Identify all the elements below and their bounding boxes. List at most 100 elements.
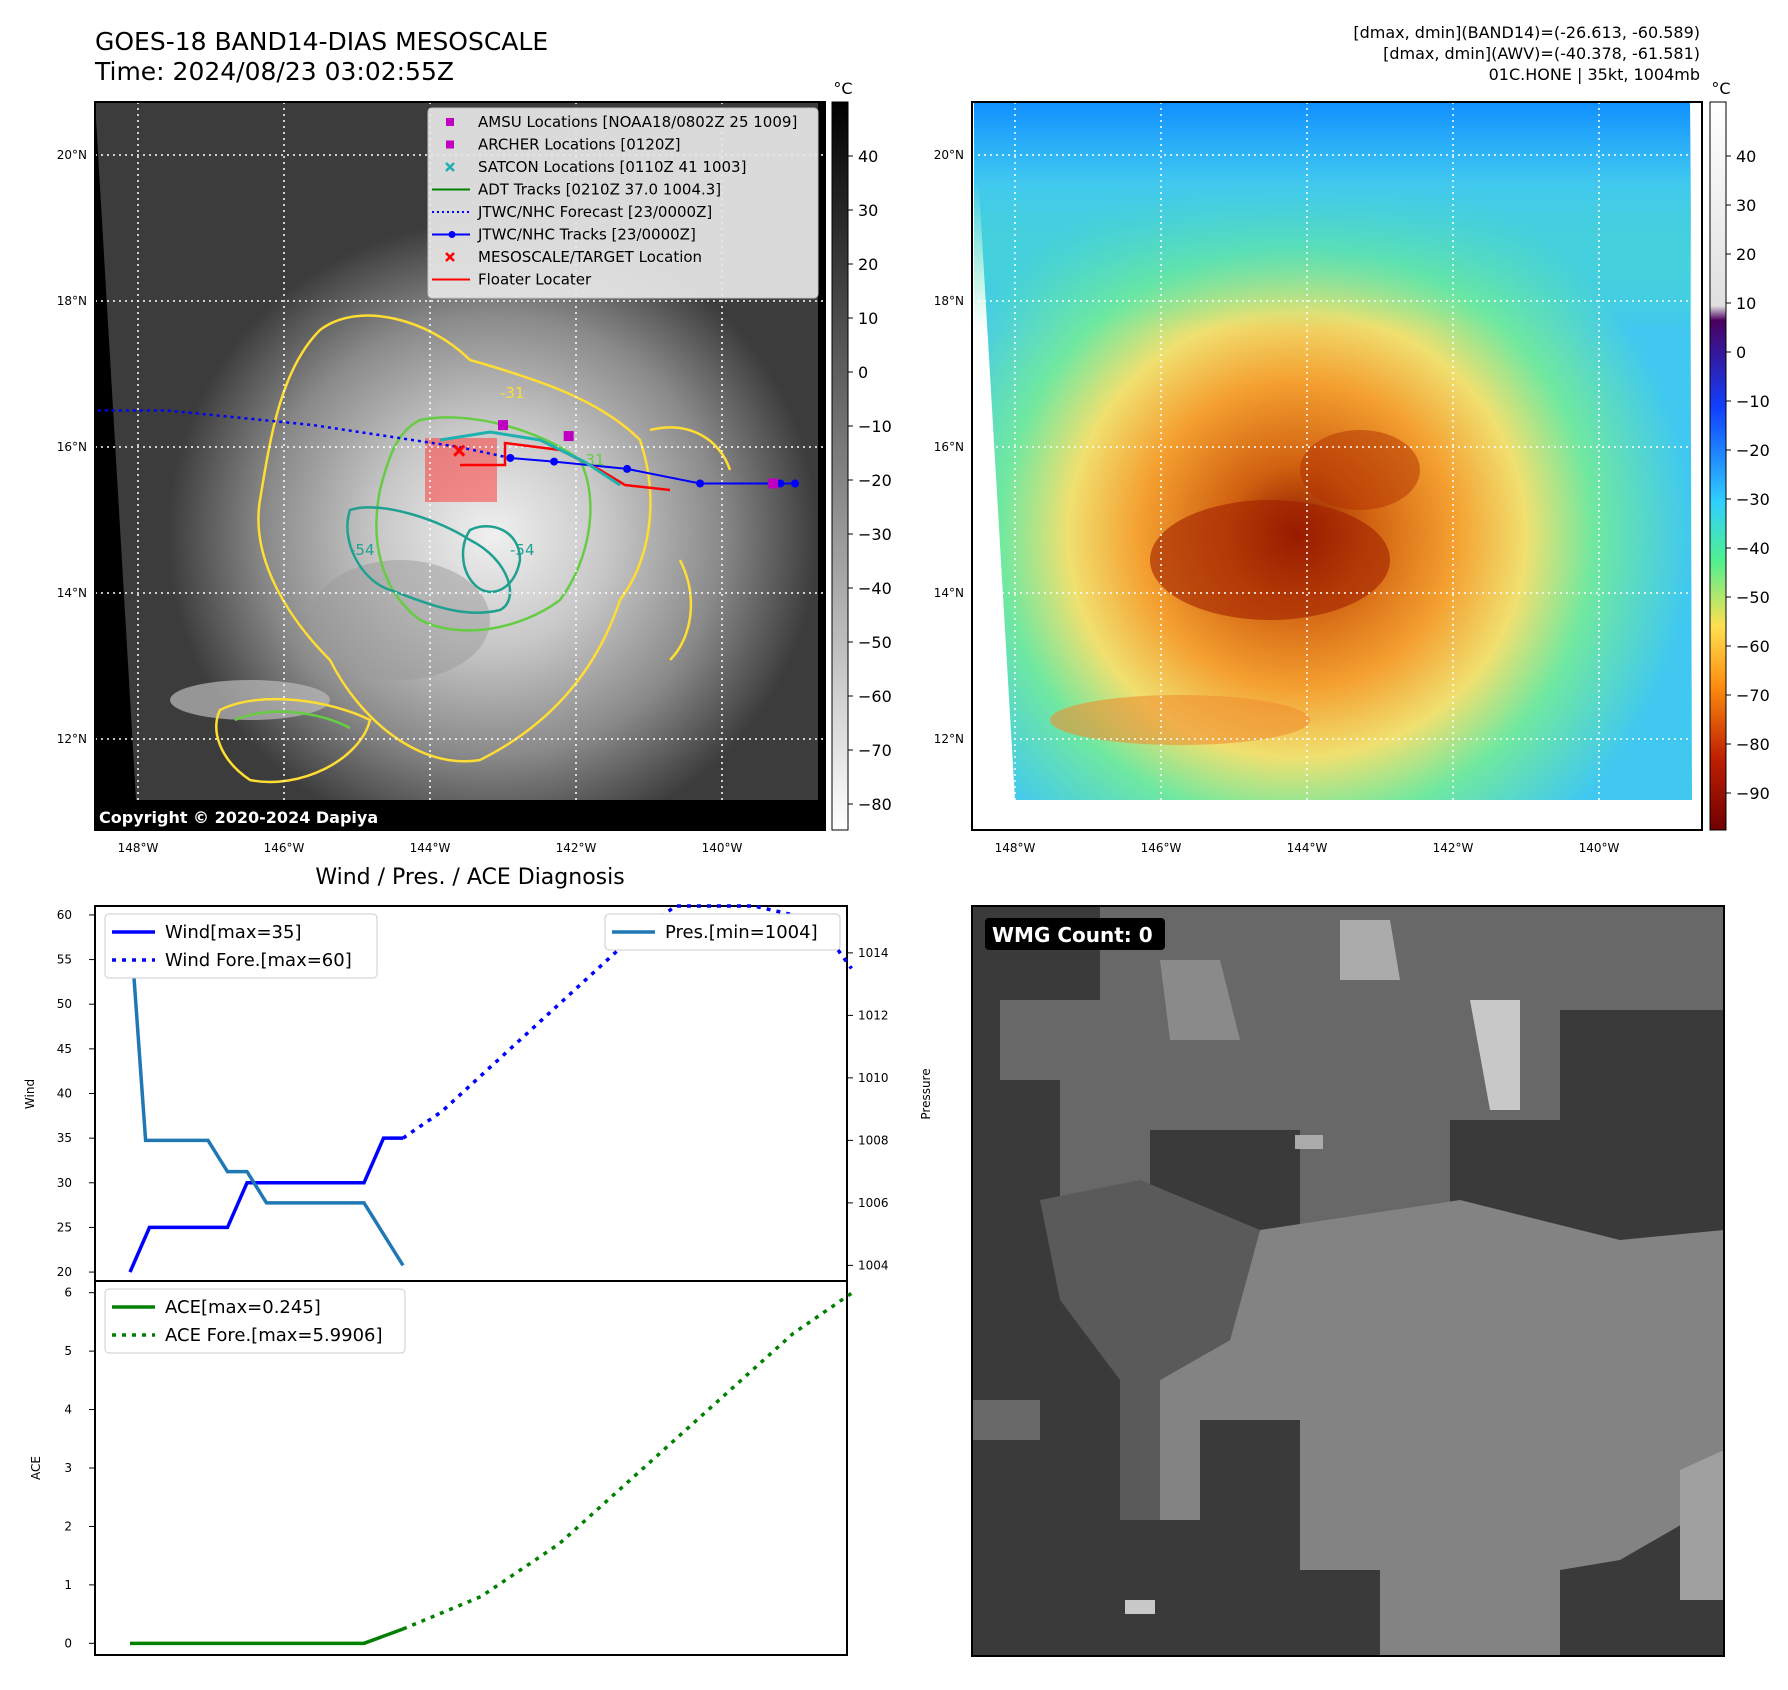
y-tick-label: 60 <box>57 908 72 922</box>
colorbar-tick-label: −40 <box>1736 539 1770 558</box>
contour-label: -54 <box>350 541 375 559</box>
colorbar-tick-label: −40 <box>858 579 892 598</box>
wind-axis-label: Wind <box>23 1079 37 1109</box>
lat-tick-label: 18°N <box>57 294 87 308</box>
y2-tick-label: 1004 <box>858 1258 889 1272</box>
colorbar-tick-label: −10 <box>858 417 892 436</box>
wmg-badge <box>985 918 1165 950</box>
colorbar-tick-label: 30 <box>858 201 878 220</box>
lat-tick-label: 14°N <box>934 586 964 600</box>
colorbar-tick-label: 0 <box>1736 343 1746 362</box>
jtwc-track-point <box>623 464 632 473</box>
lon-tick-label: 142°W <box>556 841 597 855</box>
lon-tick-label: 146°W <box>1141 841 1182 855</box>
legend-entry: ACE Fore.[max=5.9906] <box>165 1325 383 1346</box>
legend-entry: ACE[max=0.245] <box>165 1297 321 1318</box>
legend-entry: Wind[max=35] <box>165 922 302 943</box>
lat-tick-label: 12°N <box>57 732 87 746</box>
lon-tick-label: 140°W <box>1579 841 1620 855</box>
legend-entry: JTWC/NHC Tracks [23/0000Z] <box>477 226 696 244</box>
jtwc-track-point <box>791 479 799 488</box>
contour-teal <box>346 506 512 614</box>
legend-entry: Wind Fore.[max=60] <box>165 950 352 971</box>
y2-tick-label: 1006 <box>858 1196 889 1210</box>
series-line <box>130 1627 404 1646</box>
amsu-marker <box>498 420 508 431</box>
colorbar-tick-label: 10 <box>858 309 878 328</box>
wv-colorbar <box>1709 101 1727 831</box>
lon-tick-label: 144°W <box>1287 841 1328 855</box>
colorbar-tick-label: 0 <box>858 363 868 382</box>
colorbar-tick-label: 40 <box>858 147 878 166</box>
legend-entry: Pres.[min=1004] <box>665 922 818 943</box>
chart-legend <box>604 913 841 951</box>
colorbar-tick-label: 30 <box>1736 196 1756 215</box>
wind-pressure-chart: 20 25 30 35 40 45 50 55 60 1004 1006 1008 1010 1012 10… <box>23 904 933 1282</box>
colorbar-tick-label: −50 <box>858 633 892 652</box>
wmg-region <box>1160 1200 1724 1656</box>
colorbar-tick-label: −80 <box>1736 735 1770 754</box>
copyright-text: Copyright © 2020-2024 Dapiya <box>99 808 378 827</box>
lon-tick-label: 140°W <box>702 841 743 855</box>
y2-tick-label: 1014 <box>858 946 889 960</box>
info-band14-range: [dmax, dmin](BAND14)=(-26.613, -60.589) <box>1353 23 1700 42</box>
wv-colorbar-unit: °C <box>1711 79 1730 98</box>
lon-tick-label: 144°W <box>410 841 451 855</box>
y-tick-label: 40 <box>57 1087 72 1101</box>
colorbar-tick-label: 40 <box>1736 147 1756 166</box>
ir-colorbar <box>831 101 849 831</box>
colorbar-tick-label: −20 <box>1736 441 1770 460</box>
y-tick-label: 3 <box>64 1461 72 1475</box>
y-tick-label: 30 <box>57 1176 72 1190</box>
ace-chart: 0 1 2 3 4 5 6 ACE ACE[max=0.245] ACE Fore.[max=… <box>29 1280 853 1656</box>
lon-tick-label: 148°W <box>995 841 1036 855</box>
jtwc-track-point <box>696 479 705 488</box>
contour-green <box>375 416 592 632</box>
y-tick-label: 25 <box>57 1220 72 1234</box>
adt-track <box>439 430 621 487</box>
contour-label: -54 <box>510 541 535 559</box>
lon-tick-label: 148°W <box>118 841 159 855</box>
colorbar-tick-label: −30 <box>1736 490 1770 509</box>
y-tick-label: 6 <box>64 1286 72 1300</box>
colorbar-tick-label: 10 <box>1736 294 1756 313</box>
y-tick-label: 20 <box>57 1265 72 1279</box>
legend-entry: SATCON Locations [0110Z 41 1003] <box>478 158 746 176</box>
legend-entry: MESOSCALE/TARGET Location <box>478 248 702 266</box>
target-marker <box>453 444 466 457</box>
lat-tick-label: 20°N <box>57 148 87 162</box>
colorbar-tick-label: −80 <box>858 795 892 814</box>
y-tick-label: 35 <box>57 1131 72 1145</box>
series-line <box>128 921 405 1267</box>
legend-entry: Floater Locater <box>478 271 592 289</box>
y-tick-label: 55 <box>57 953 72 967</box>
y2-tick-label: 1008 <box>858 1133 889 1147</box>
colorbar-tick-label: −90 <box>1736 784 1770 803</box>
colorbar-tick-label: −20 <box>858 471 892 490</box>
y-tick-label: 5 <box>64 1344 72 1358</box>
figure-title: GOES-18 BAND14-DIAS MESOSCALE <box>95 27 548 56</box>
lat-tick-label: 16°N <box>934 440 964 454</box>
lon-tick-label: 146°W <box>264 841 305 855</box>
figure-time: Time: 2024/08/23 03:02:55Z <box>94 57 454 86</box>
amsu-marker <box>768 478 779 489</box>
lat-tick-label: 18°N <box>934 294 964 308</box>
wv-map-panel: 20°N 18°N 16°N 14°N 12°N 148°W 146°W 144°W 142°W… <box>934 79 1770 855</box>
lat-tick-label: 20°N <box>934 148 964 162</box>
legend-entry: AMSU Locations [NOAA18/0802Z 25 1009] <box>478 113 797 131</box>
ace-axis-label: ACE <box>29 1456 43 1480</box>
colorbar-tick-label: −50 <box>1736 588 1770 607</box>
series-line <box>402 1291 853 1631</box>
contour-label: -31 <box>500 384 525 402</box>
jtwc-track-point <box>506 453 515 462</box>
chart-legend <box>104 913 378 979</box>
ir-gridlines <box>95 102 825 830</box>
legend-entry: ARCHER Locations [0120Z] <box>478 136 681 154</box>
series-line <box>128 1136 403 1273</box>
jtwc-track-point <box>776 479 785 488</box>
info-awv-range: [dmax, dmin](AWV)=(-40.378, -61.581) <box>1383 44 1700 63</box>
colorbar-tick-label: −60 <box>858 687 892 706</box>
colorbar-tick-label: −70 <box>858 741 892 760</box>
ir-colorbar-unit: °C <box>833 79 852 98</box>
colorbar-tick-label: 20 <box>1736 245 1756 264</box>
